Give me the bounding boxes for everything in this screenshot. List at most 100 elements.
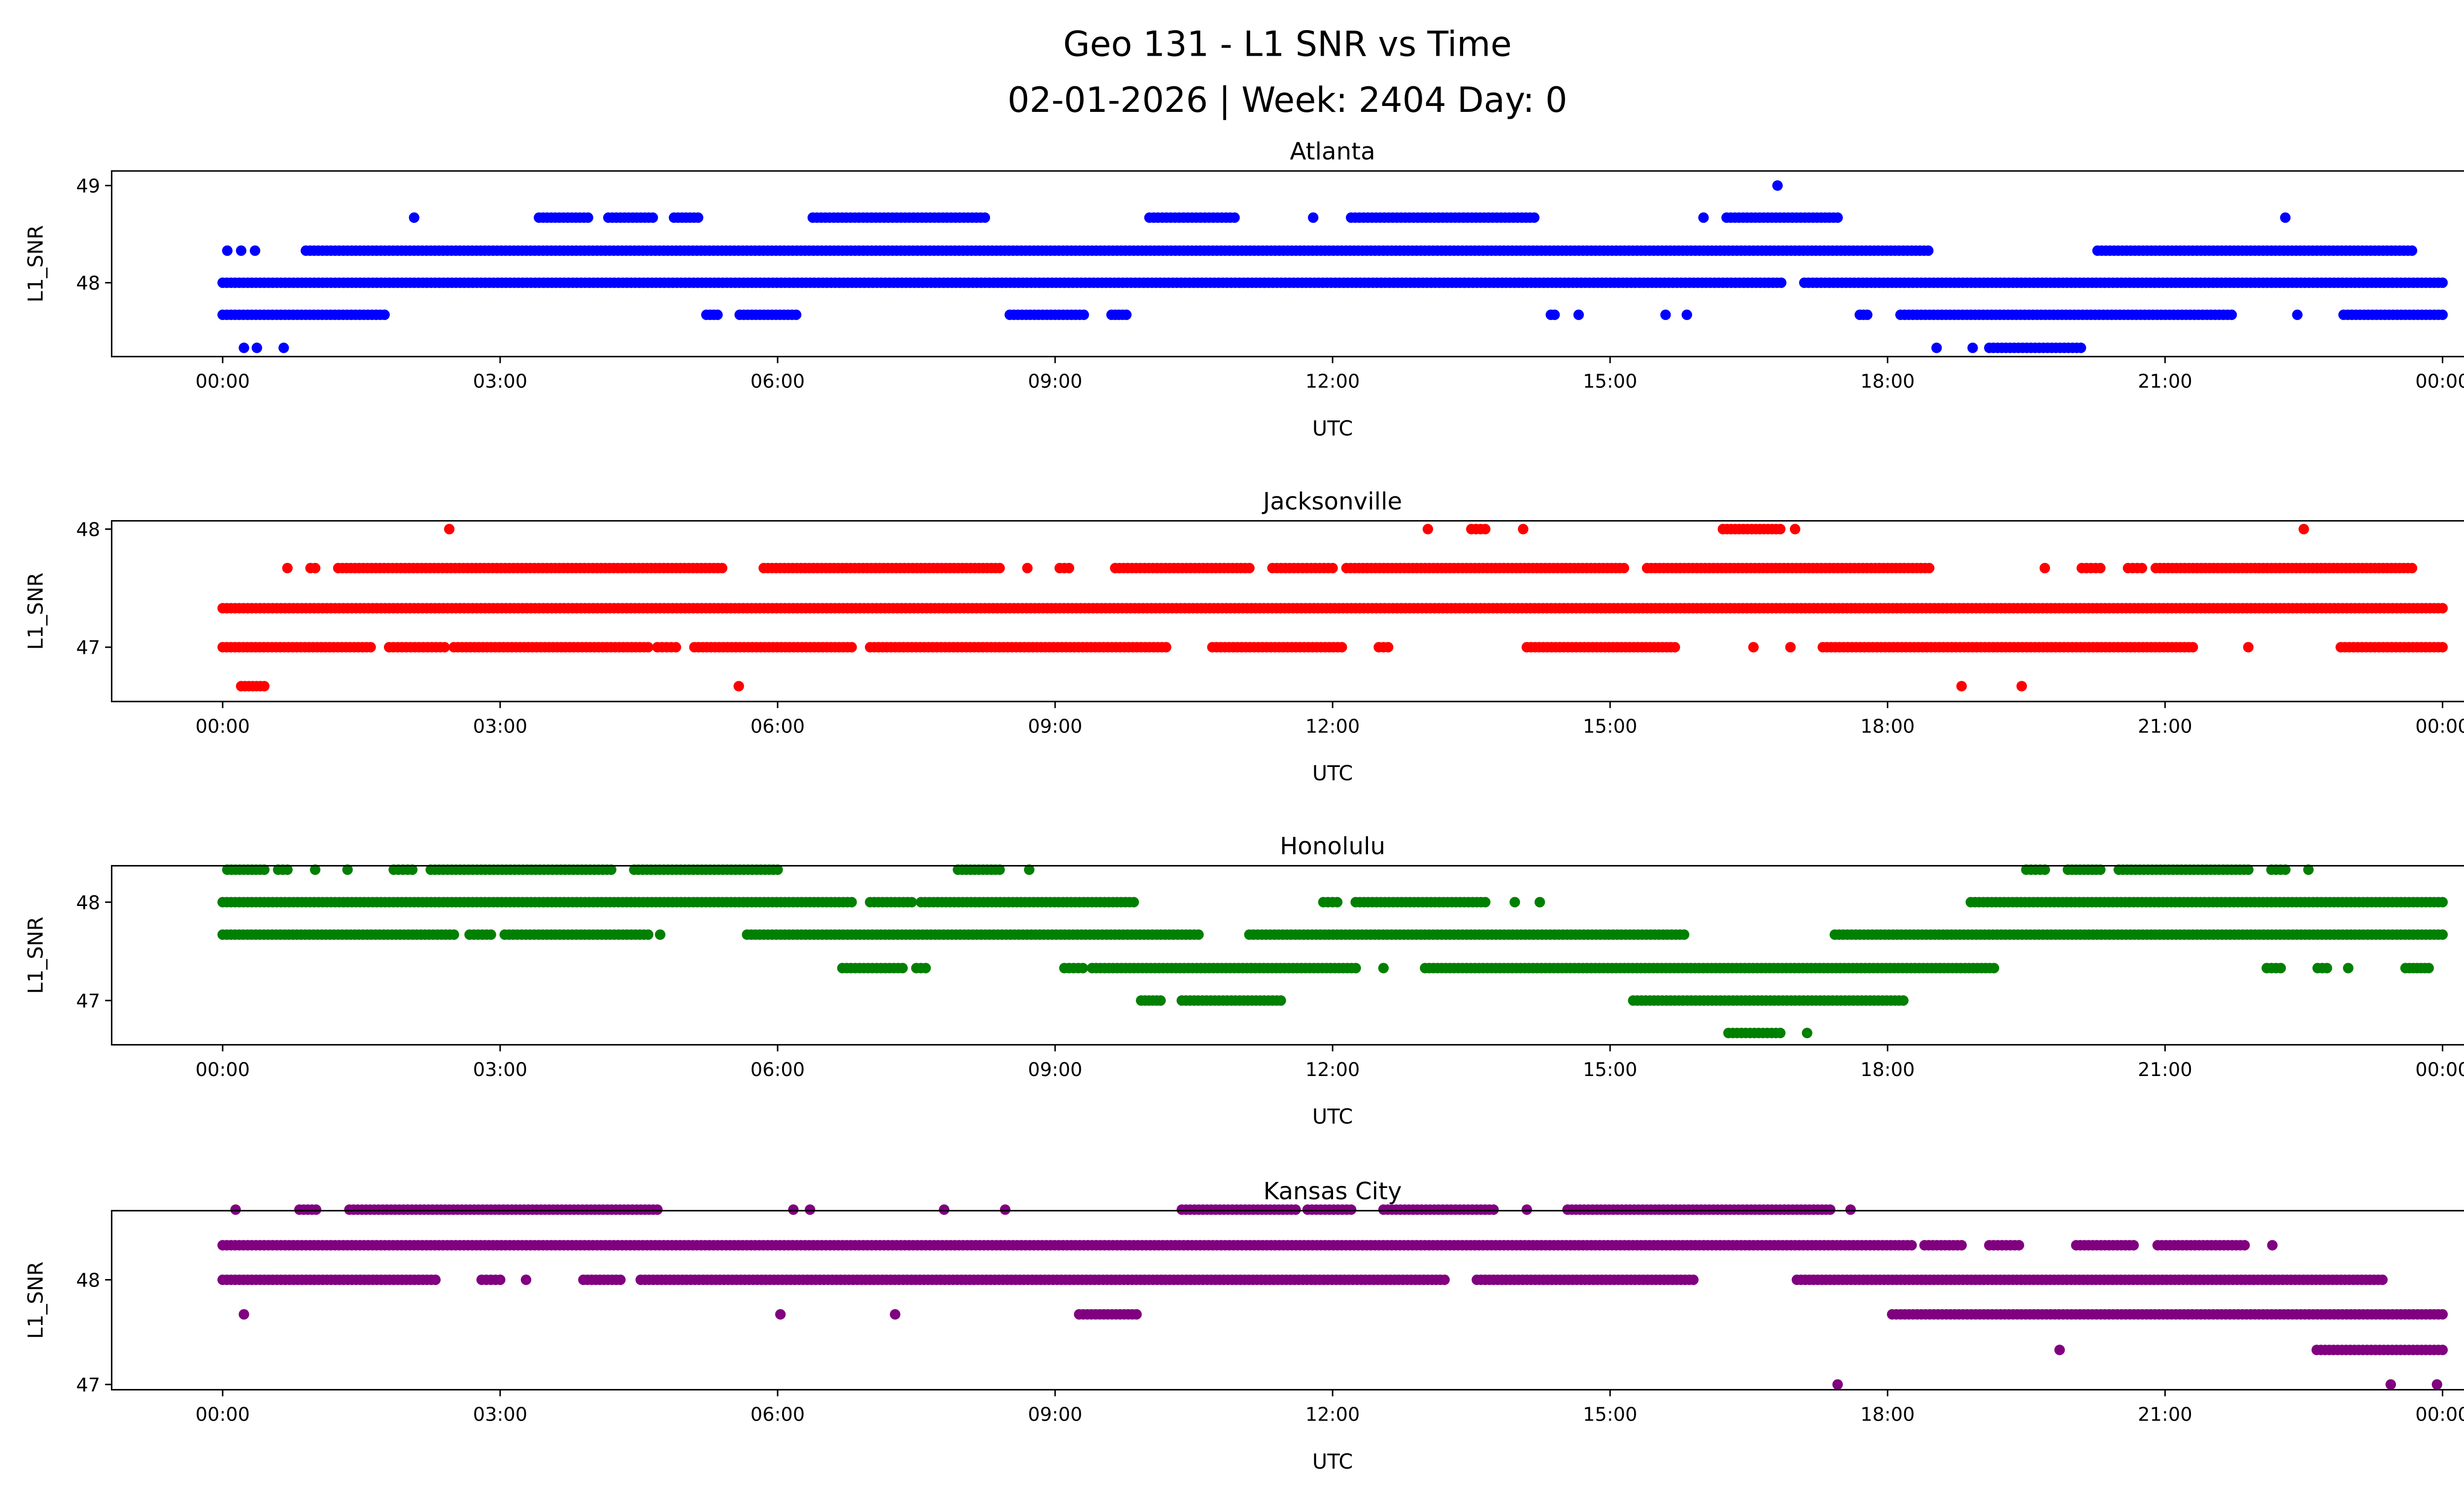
data-point (1350, 963, 1361, 973)
data-point (920, 963, 931, 973)
data-point (1509, 897, 1520, 907)
subplot-kansas-city: 00:00 03:00 06:00 09:00 12:00 15:00 18:00 21:00… (24, 1178, 2464, 1473)
x-tick-label: 15:00 (1583, 1059, 1637, 1081)
data-point (1529, 212, 1540, 223)
data-point (1967, 343, 1978, 353)
data-point (379, 309, 390, 320)
data-point (1906, 1240, 1917, 1251)
data-point (1748, 642, 1759, 653)
data-point (309, 864, 321, 875)
data-point (1862, 309, 1873, 320)
data-point (1931, 343, 1942, 353)
data-point (643, 929, 653, 940)
data-point (485, 929, 496, 940)
y-tick-label: 48 (76, 892, 101, 914)
data-point (772, 864, 783, 875)
data-point (1698, 212, 1709, 223)
data-point (1078, 309, 1089, 320)
x-axis-label: UTC (1312, 416, 1353, 440)
x-tick-label: 00:00 (2415, 716, 2464, 738)
axes-frame (111, 170, 2464, 357)
y-tick-label: 47 (76, 990, 101, 1012)
x-tick-label: 12:00 (1305, 716, 1360, 738)
data-point (2303, 864, 2314, 875)
data-point (692, 212, 704, 223)
axes-frame (111, 865, 2464, 1046)
y-axis-label: L1_SNR (24, 572, 48, 650)
data-point (1480, 897, 1491, 907)
data-point (1422, 523, 1434, 535)
data-point (259, 864, 270, 875)
data-point (897, 963, 908, 973)
data-point (239, 343, 249, 353)
data-point (1332, 897, 1343, 907)
data-point (2406, 562, 2418, 574)
data-point (2039, 864, 2051, 875)
data-point (717, 562, 728, 574)
data-point (1924, 562, 1935, 574)
data-point (1573, 309, 1584, 320)
y-tick-label: 48 (76, 273, 101, 295)
subplot-title: Honolulu (1280, 833, 1385, 860)
data-point (1772, 180, 1783, 191)
data-point (1024, 864, 1035, 875)
data-point (994, 562, 1005, 574)
data-point (1244, 562, 1255, 574)
subplot-title: Jacksonville (1262, 487, 1402, 515)
data-point (1549, 309, 1560, 320)
data-point (1898, 995, 1909, 1006)
data-point (2075, 343, 2087, 353)
data-point (1785, 642, 1796, 653)
data-point (1275, 995, 1286, 1006)
data-point (1534, 897, 1545, 907)
data-point (1832, 212, 1843, 223)
y-tick-label: 48 (76, 519, 101, 541)
x-tick-label: 00:00 (196, 1059, 250, 1081)
data-point (2267, 1240, 2278, 1251)
x-tick-label: 03:00 (473, 716, 527, 738)
data-point (1775, 1028, 1786, 1039)
x-tick-label: 06:00 (751, 371, 805, 393)
data-point (2095, 562, 2106, 574)
data-point (278, 343, 289, 353)
data-point (249, 245, 261, 256)
data-point (2280, 864, 2291, 875)
data-point (448, 929, 459, 940)
data-point (1776, 277, 1787, 288)
data-point (365, 642, 376, 653)
x-tick-label: 12:00 (1305, 1059, 1360, 1081)
subplot-title: Atlanta (1290, 138, 1375, 166)
data-point (495, 1274, 506, 1286)
x-tick-label: 21:00 (2138, 716, 2192, 738)
data-point (1480, 523, 1491, 535)
data-point (1802, 1028, 1813, 1039)
x-tick-label: 18:00 (1860, 716, 1915, 738)
data-point (606, 864, 616, 875)
x-tick-label: 15:00 (1583, 371, 1637, 393)
x-tick-label: 06:00 (751, 1059, 805, 1081)
data-point (2095, 864, 2106, 875)
data-point (846, 642, 857, 653)
data-point (643, 642, 653, 653)
x-tick-label: 18:00 (1860, 371, 1915, 393)
data-point (251, 343, 262, 353)
data-point (2039, 562, 2051, 574)
data-point (2136, 562, 2148, 574)
x-tick-label: 06:00 (751, 716, 805, 738)
data-point (1383, 642, 1394, 653)
y-tick-label: 49 (76, 175, 101, 197)
data-point (342, 864, 353, 875)
data-point (1121, 309, 1132, 320)
figure-title-line2: 02-01-2026 | Week: 2404 Day: 0 (1008, 80, 1568, 120)
data-point (2188, 642, 2198, 653)
data-point (1128, 897, 1139, 907)
data-point (2292, 309, 2303, 320)
data-point (1681, 309, 1692, 320)
x-tick-label: 00:00 (2415, 371, 2464, 393)
subplot-atlanta: 00:00 03:00 06:00 09:00 12:00 15:00 18:00 21:00… (24, 138, 2464, 440)
data-point (1161, 642, 1171, 653)
subplot-honolulu: 00:00 03:00 06:00 09:00 12:00 15:00 18:00 21:00… (24, 833, 2464, 1129)
data-point (309, 562, 321, 574)
data-point (2322, 963, 2332, 973)
